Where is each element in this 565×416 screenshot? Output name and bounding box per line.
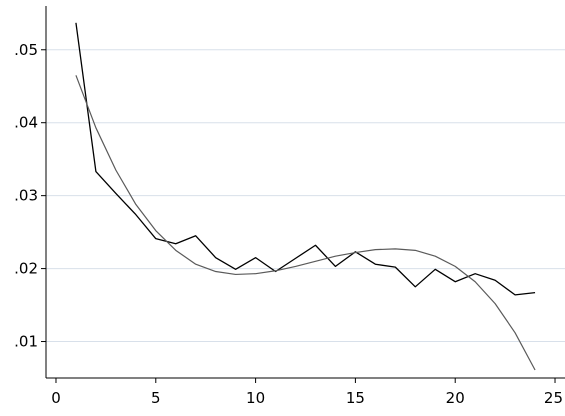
- x-tick-label: 10: [246, 389, 265, 407]
- series-fitted-line: [75, 75, 536, 371]
- y-tick-label: .02: [14, 260, 38, 278]
- grid-layer: [46, 49, 565, 343]
- x-tick-label: 15: [346, 389, 365, 407]
- series-observed-line: [75, 22, 536, 296]
- y-tick-label: .01: [14, 333, 38, 351]
- y-tick-label: .03: [14, 187, 38, 205]
- axis-layer: .01 .02 .03 .04 .05 0 5 10 15 20 25: [14, 6, 565, 407]
- x-tick-label: 25: [544, 389, 563, 407]
- x-tick-label: 5: [151, 389, 161, 407]
- series-layer: [75, 22, 536, 371]
- x-tick-label: 20: [446, 389, 465, 407]
- y-tick-label: .04: [14, 114, 38, 132]
- x-tick-label: 0: [51, 389, 61, 407]
- y-tick-label: .05: [14, 41, 38, 59]
